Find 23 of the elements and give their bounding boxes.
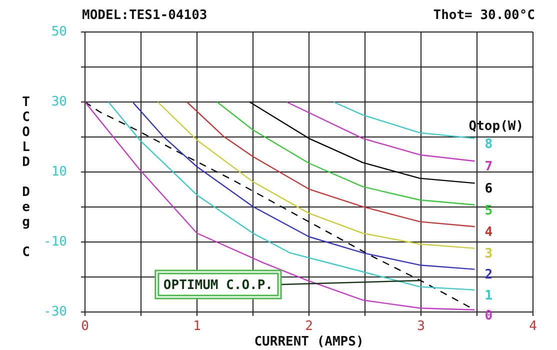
y-tick-label: -30 <box>44 304 67 320</box>
annotation: OPTIMUM C.O.P. <box>163 278 273 293</box>
y-tick-label: 10 <box>51 164 67 180</box>
series-label: 6 <box>484 182 493 197</box>
chart-subtitle: Thot= 30.00°C <box>433 8 535 23</box>
series-label: 7 <box>484 160 493 175</box>
x-tick-label: 3 <box>417 319 425 334</box>
series-label: 3 <box>484 246 493 262</box>
x-tick-label: 1 <box>193 319 201 334</box>
x-tick-label: 2 <box>305 319 313 334</box>
x-tick-label: 0 <box>81 319 89 334</box>
series-label: 8 <box>484 136 493 152</box>
y-tick-label: 30 <box>51 94 67 110</box>
series-label: 5 <box>484 203 493 218</box>
y-tick-label: -10 <box>44 234 67 250</box>
series-label: 1 <box>484 288 493 304</box>
x-axis-title: CURRENT (AMPS) <box>254 334 364 350</box>
text: TCOLD Deg C <box>22 95 30 260</box>
chart-title: MODEL:TES1-04103 <box>82 8 208 23</box>
x-tick-label: 4 <box>529 319 538 334</box>
series-label: 4 <box>484 224 493 240</box>
y-tick-label: 50 <box>51 24 67 40</box>
series-label: 0 <box>484 308 493 324</box>
